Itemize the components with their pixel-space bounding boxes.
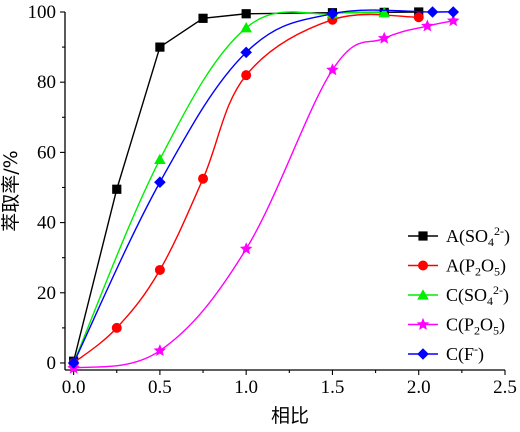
x-tick-label: 1.5 (321, 377, 345, 398)
x-tick-label: 2.0 (407, 377, 431, 398)
data-point (326, 7, 339, 20)
data-point (426, 6, 439, 18)
y-tick-label: 60 (37, 142, 56, 163)
legend-label: A(SO42-) (446, 224, 510, 249)
x-tick-label: 2.5 (493, 377, 517, 398)
legend-marker (416, 317, 430, 330)
legend-item: C(F-) (408, 342, 484, 365)
data-point (67, 357, 80, 369)
series-layer (67, 6, 460, 374)
data-point (111, 322, 122, 333)
data-point (241, 70, 252, 81)
x-tick-label: 1.0 (234, 377, 258, 398)
data-point (198, 173, 209, 184)
data-point (447, 6, 460, 18)
data-point (241, 9, 251, 19)
legend-item: C(SO42-) (408, 283, 509, 308)
data-point (112, 184, 122, 194)
y-tick-label: 20 (37, 283, 56, 304)
data-point (154, 264, 165, 275)
series (69, 7, 424, 366)
data-point (240, 21, 252, 33)
data-point (377, 31, 391, 44)
data-point (413, 12, 424, 23)
data-point (154, 153, 166, 165)
legend-label: A(P2O5) (446, 256, 506, 279)
series-line (72, 9, 454, 364)
legend-item: A(P2O5) (408, 256, 506, 279)
legend-marker (418, 231, 428, 241)
x-tick-label: 0.5 (148, 377, 172, 398)
series (67, 14, 460, 374)
legend-item: C(P2O5) (408, 315, 505, 338)
y-axis-title: 萃取率/% (0, 150, 22, 231)
legend: A(SO42-) A(P2O5) C(SO42-) C(P2O5) C(F-) (408, 224, 510, 365)
data-point (198, 13, 208, 23)
data-point (239, 242, 253, 255)
series-line (73, 13, 419, 364)
y-tick-label: 40 (37, 213, 56, 234)
axes: 0.0 0.5 1.0 1.5 2.0 2.5 0 20 40 60 80 100 相比 萃取率/% (0, 2, 517, 427)
data-point (421, 19, 434, 32)
data-point (153, 344, 167, 357)
legend-item: A(SO42-) (408, 224, 510, 249)
x-tick-label: 0.0 (62, 377, 86, 398)
legend-marker (418, 260, 428, 271)
series (67, 6, 460, 369)
legend-marker (417, 289, 429, 300)
x-axis-title: 相比 (271, 405, 309, 427)
legend-marker (417, 348, 429, 360)
data-point (155, 42, 165, 52)
data-point (446, 14, 460, 27)
data-point (154, 176, 166, 189)
legend-label: C(F-) (446, 342, 484, 365)
y-tick-label: 100 (28, 2, 57, 23)
data-point (378, 6, 391, 18)
data-point (326, 63, 339, 76)
data-point (240, 46, 252, 59)
series (68, 12, 424, 368)
legend-label: C(P2O5) (446, 315, 505, 338)
series-line (72, 11, 419, 362)
series-line (73, 20, 454, 369)
y-tick-label: 80 (37, 72, 56, 93)
legend-label: C(SO42-) (446, 283, 509, 308)
y-tick-label: 0 (47, 353, 57, 374)
